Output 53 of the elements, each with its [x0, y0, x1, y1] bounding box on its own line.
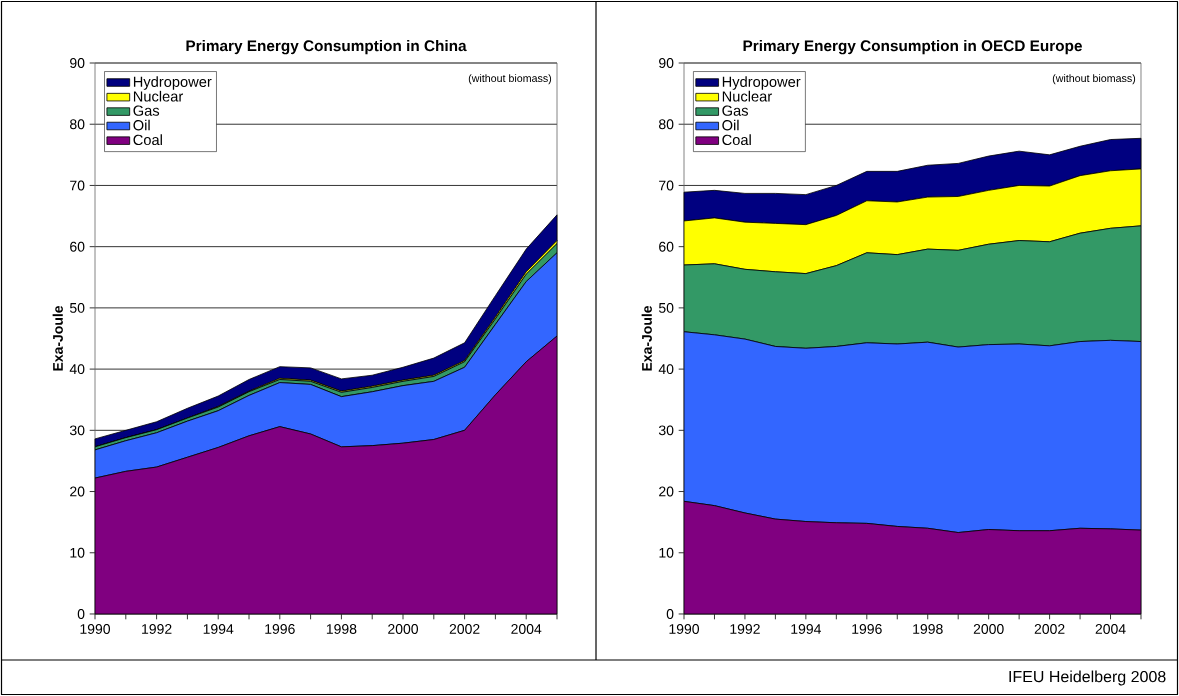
x-tick-label: 1994: [203, 624, 234, 634]
y-tick-label: 80: [659, 119, 674, 130]
x-tick-label: 1992: [142, 624, 172, 634]
y-tick-label: 40: [658, 364, 674, 375]
text: IFEU Heidelberg 2008: [1009, 670, 1166, 686]
y-tick-label: 80: [70, 119, 85, 130]
y-tick-label: 60: [659, 241, 674, 252]
legend-label: Nuclear: [722, 90, 772, 102]
annotation: (without biomass): [468, 74, 552, 85]
y-tick-label: 0: [666, 609, 674, 619]
x-tick-label: 2002: [1034, 624, 1065, 634]
x-tick-label: 1992: [730, 624, 760, 634]
annotation: (without biomass): [1052, 74, 1136, 85]
x-tick-label: 1996: [265, 624, 295, 634]
x-tick-label: 1998: [913, 624, 943, 634]
x-tick-label: 1990: [669, 624, 700, 634]
x-tick-label: 2000: [388, 624, 419, 634]
legend-label: Hydropower: [133, 76, 212, 90]
y-tick-label: 40: [69, 364, 85, 375]
y-tick-label: 70: [659, 180, 674, 191]
y-tick-label: 90: [70, 58, 85, 68]
x-tick-label: 1998: [326, 624, 357, 634]
legend-label: Gas: [722, 105, 748, 116]
legend-label: Coal: [133, 134, 162, 146]
y-axis-title: Exa-Joule: [641, 305, 652, 371]
x-tick-label: 2002: [449, 624, 480, 634]
legend-label: Hydropower: [722, 76, 801, 90]
chart-title: Primary Energy Consumption in OECD Europe: [743, 39, 1082, 55]
chart-title: Primary Energy Consumption in China: [186, 39, 467, 55]
y-tick-label: 50: [69, 302, 85, 313]
legend-label: Nuclear: [133, 90, 184, 102]
y-tick-label: 10: [70, 547, 85, 558]
x-tick-label: 2004: [1095, 624, 1126, 634]
y-tick-label: 90: [659, 58, 674, 68]
x-tick-label: 2000: [973, 624, 1004, 634]
y-tick-label: 70: [70, 180, 85, 191]
y-tick-label: 30: [69, 425, 85, 436]
y-tick-label: 10: [659, 547, 674, 558]
y-axis-title: Exa-Joule: [52, 305, 63, 371]
y-tick-label: 50: [658, 302, 674, 313]
y-tick-label: 20: [70, 486, 85, 497]
x-tick-label: 1996: [852, 624, 882, 634]
legend-label: Oil: [722, 119, 739, 131]
legend-label: Gas: [133, 105, 160, 116]
y-tick-label: 20: [659, 486, 674, 497]
legend-label: Oil: [133, 119, 150, 131]
y-tick-label: 0: [77, 609, 85, 619]
y-tick-label: 60: [70, 241, 85, 252]
y-tick-label: 30: [658, 425, 674, 436]
legend-label: Coal: [722, 134, 751, 146]
x-tick-label: 1994: [791, 624, 822, 634]
x-tick-label: 1990: [80, 624, 111, 634]
x-tick-label: 2004: [511, 624, 542, 634]
